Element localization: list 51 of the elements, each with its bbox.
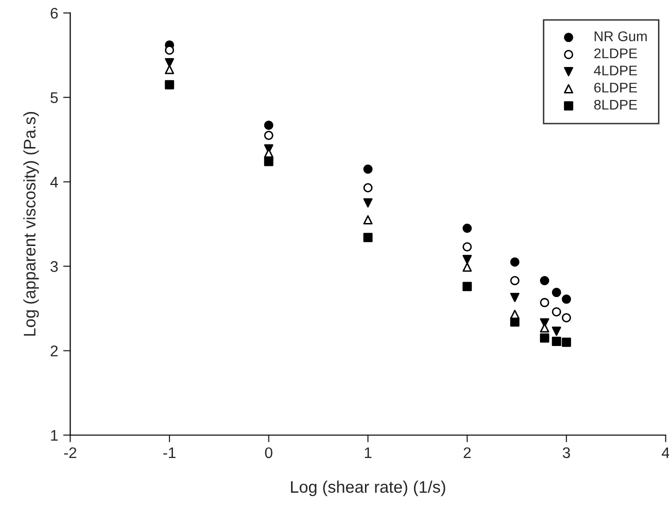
y-tick-label: 1 <box>51 430 58 441</box>
point <box>510 292 520 302</box>
legend-label: 8LDPE <box>594 100 637 110</box>
point <box>363 183 373 192</box>
point <box>540 333 550 343</box>
point <box>164 58 174 68</box>
point <box>363 198 373 208</box>
y-axis-title: Log (apparent viscosity) (Pa.s) <box>23 112 39 336</box>
point <box>510 310 520 320</box>
point <box>540 298 550 308</box>
point <box>164 64 174 74</box>
point <box>462 242 472 252</box>
point <box>363 215 373 224</box>
legend-label: 2LDPE <box>594 48 637 58</box>
point <box>462 224 472 233</box>
legend-label: 4LDPE <box>594 66 637 76</box>
y-tick-label: 4 <box>50 176 58 188</box>
point <box>363 232 373 242</box>
point <box>540 276 550 286</box>
point <box>462 262 472 272</box>
point <box>164 80 174 90</box>
point <box>363 164 373 174</box>
point <box>462 254 472 264</box>
x-tick-label: 4 <box>662 447 669 458</box>
x-tick-label: -2 <box>64 447 76 458</box>
y-tick-label: 2 <box>50 346 58 356</box>
point <box>552 288 562 298</box>
point <box>264 130 274 140</box>
y-tick-label: 6 <box>50 8 58 19</box>
point <box>552 326 562 336</box>
point <box>510 276 520 286</box>
point <box>264 120 274 130</box>
x-tick-label: 2 <box>464 447 471 458</box>
point <box>562 294 572 304</box>
legend-label: 6LDPE <box>594 82 637 93</box>
x-tick-label: 1 <box>364 447 372 458</box>
point <box>552 307 562 316</box>
point <box>562 313 572 322</box>
x-axis-title: Log (shear rate) (1/s) <box>291 480 446 496</box>
point <box>510 257 520 267</box>
x-tick-label: 0 <box>265 447 272 458</box>
point <box>562 338 572 347</box>
x-tick-label: -1 <box>163 447 176 458</box>
point <box>462 282 472 292</box>
x-tick-label: 3 <box>562 447 570 458</box>
point <box>164 45 174 55</box>
point <box>552 336 562 346</box>
y-tick-label: 5 <box>50 92 58 104</box>
y-tick-label: 3 <box>50 261 58 272</box>
point <box>264 156 274 166</box>
legend-label: NR Gum <box>594 31 647 42</box>
